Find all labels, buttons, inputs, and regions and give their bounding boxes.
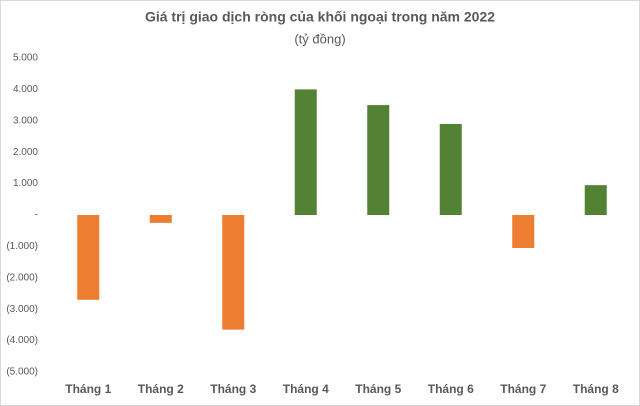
- x-tick-label: Tháng 1: [65, 382, 111, 396]
- bar: [294, 89, 317, 215]
- y-tick-label: 4.000: [13, 84, 38, 95]
- y-tick-label: 1.000: [13, 178, 38, 189]
- x-tick-label: Tháng 6: [428, 382, 474, 396]
- bar: [222, 215, 245, 330]
- chart-subtitle: (tỷ đồng): [294, 31, 345, 46]
- y-tick-label: (1.000): [6, 241, 38, 252]
- y-tick-label: (4.000): [6, 335, 38, 346]
- y-tick-label: 3.000: [13, 115, 38, 126]
- y-tick-label: (3.000): [6, 304, 38, 315]
- y-tick-label: (5.000): [6, 367, 38, 378]
- bar: [512, 215, 535, 248]
- bar: [439, 123, 462, 215]
- chart-title: Giá trị giao dịch ròng của khối ngoại tr…: [145, 9, 495, 25]
- x-tick-label: Tháng 5: [355, 382, 401, 396]
- y-tick-label: -: [35, 210, 38, 221]
- bar: [77, 215, 100, 300]
- bar: [367, 105, 390, 215]
- x-tick-label: Tháng 2: [138, 382, 184, 396]
- x-tick-label: Tháng 4: [283, 382, 329, 396]
- y-tick-label: (2.000): [6, 272, 38, 283]
- bar: [149, 215, 172, 223]
- x-tick-label: Tháng 3: [210, 382, 256, 396]
- bar: [584, 185, 607, 215]
- x-tick-label: Tháng 8: [573, 382, 619, 396]
- x-tick-label: Tháng 7: [500, 382, 546, 396]
- y-tick-label: 5.000: [13, 53, 38, 64]
- y-tick-label: 2.000: [13, 147, 38, 158]
